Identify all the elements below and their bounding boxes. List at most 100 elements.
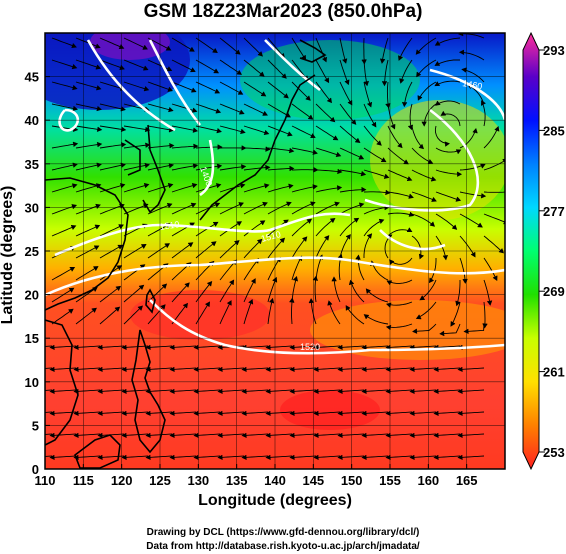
streamline <box>195 165 222 171</box>
streamline <box>147 37 171 51</box>
streamline-arrow <box>93 266 99 271</box>
streamline-arrow <box>143 86 150 92</box>
streamline-arrow <box>444 141 450 147</box>
streamline <box>459 51 485 61</box>
streamline <box>243 81 266 97</box>
streamline-arrow <box>302 236 308 242</box>
streamline-arrow <box>408 193 414 199</box>
streamline <box>410 367 437 371</box>
streamline <box>441 113 461 127</box>
streamline <box>315 187 342 193</box>
streamline <box>333 277 341 303</box>
streamline <box>147 164 174 171</box>
streamline <box>243 37 263 57</box>
streamline-arrow <box>169 388 175 394</box>
streamline <box>194 411 221 415</box>
streamline <box>435 80 461 87</box>
streamline-arrow <box>144 126 151 133</box>
streamline-arrow <box>386 280 392 286</box>
streamline-arrow <box>279 237 286 243</box>
streamline <box>345 305 365 325</box>
y-tick-label: 40 <box>25 113 39 128</box>
streamline <box>75 125 102 131</box>
streamline-arrow <box>327 97 332 104</box>
streamline <box>339 189 366 193</box>
streamline <box>434 389 461 393</box>
streamline-arrow <box>217 388 223 394</box>
streamline-arrow <box>397 142 403 149</box>
contour-label: 1460 <box>462 78 483 91</box>
streamline-arrow <box>378 218 385 224</box>
streamline-arrow <box>337 344 343 350</box>
streamline <box>410 345 437 349</box>
streamline-arrow <box>336 185 343 191</box>
streamline <box>266 389 293 393</box>
streamline <box>195 37 218 53</box>
streamline <box>339 169 366 175</box>
streamline-arrow <box>97 366 103 372</box>
streamline <box>147 283 167 303</box>
streamline-arrow <box>214 202 221 208</box>
streamline-arrow <box>450 321 456 327</box>
streamline <box>291 298 293 325</box>
streamline <box>459 191 486 197</box>
streamline <box>315 235 330 259</box>
streamline-arrow <box>429 221 435 227</box>
streamline <box>290 455 317 459</box>
streamline-arrow <box>183 302 188 309</box>
x-tick-label: 135 <box>226 473 248 488</box>
streamline-arrow <box>379 58 386 64</box>
streamline-arrow <box>383 173 390 179</box>
colorbar-tick-label: 253 <box>543 445 565 460</box>
streamline <box>362 411 389 415</box>
streamline <box>291 147 318 154</box>
streamline <box>267 59 287 79</box>
streamline-arrow <box>435 100 441 106</box>
coastline-indochina <box>45 319 79 446</box>
streamline <box>122 455 149 459</box>
streamline-arrow <box>193 454 199 460</box>
streamline <box>291 125 316 138</box>
streamline-arrow <box>49 432 55 438</box>
streamline-arrow <box>216 128 222 134</box>
streamline-arrow <box>306 218 313 224</box>
x-tick-label: 110 <box>35 473 56 488</box>
streamline <box>435 59 461 66</box>
streamline-arrow <box>120 126 127 132</box>
streamline-arrow <box>189 46 195 52</box>
streamline <box>291 103 313 120</box>
x-axis-label: Longitude (degrees) <box>198 492 352 509</box>
streamline-arrow <box>289 344 295 350</box>
streamline-arrow <box>281 73 287 79</box>
streamline-arrow <box>431 197 437 202</box>
streamline <box>290 389 317 393</box>
streamline <box>45 367 53 369</box>
streamline-arrow <box>457 432 463 438</box>
streamline-arrow <box>415 314 422 320</box>
streamline <box>363 59 368 86</box>
streamline-arrow <box>361 187 367 193</box>
streamline <box>386 301 413 306</box>
streamline-arrow <box>376 140 382 146</box>
streamline <box>291 256 302 281</box>
streamline-arrow <box>337 388 343 394</box>
streamline <box>218 367 245 371</box>
streamline <box>146 367 173 371</box>
streamline-arrow <box>289 366 295 372</box>
streamline <box>315 202 340 215</box>
streamline-arrow <box>72 85 78 91</box>
streamline-arrow <box>49 366 55 372</box>
streamline <box>410 433 437 437</box>
streamline <box>363 37 365 64</box>
streamline <box>50 389 77 393</box>
streamline-arrow <box>213 68 220 74</box>
streamline <box>386 411 413 415</box>
streamline <box>381 37 389 63</box>
streamline-arrow <box>265 410 271 416</box>
streamline-arrow <box>313 388 319 394</box>
streamline <box>409 103 413 130</box>
streamline <box>435 37 461 46</box>
streamline-arrow <box>337 454 343 460</box>
streamline <box>75 59 101 69</box>
streamline <box>219 240 240 259</box>
